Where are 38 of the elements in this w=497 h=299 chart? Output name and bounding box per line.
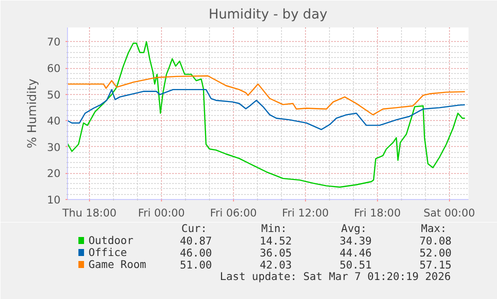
text: 57.15 [419,258,452,272]
chart-title: Humidity - by day [208,8,328,22]
line-series [68,41,466,188]
x-tick-label: Fri 12:00 [282,206,329,220]
x-tick-label: Fri 06:00 [210,206,258,220]
y-tick-label: 30 [46,140,61,154]
x-tick-label: Fri 18:00 [354,206,401,220]
text: 36.05 [260,246,292,260]
text: 52.00 [419,246,452,260]
y-axis-title: % Humidity [24,78,39,148]
y-tick-label: 10 [46,194,61,206]
line-series [68,88,466,130]
x-tick-label: Sat 00:00 [424,206,476,220]
text: 44.46 [340,246,372,260]
text: 42.03 [260,258,292,272]
x-tick-label: Thu 18:00 [61,206,117,220]
legend-label: Outdoor [88,234,134,247]
y-tick-label: 50 [46,88,61,102]
y-tick-label: 20 [46,167,61,180]
legend-label: Game Room [88,258,146,271]
y-tick-label: 70 [46,36,61,49]
text: 40.87 [180,234,212,248]
y-tick-label: 40 [46,114,61,128]
text: Avg: [341,222,367,235]
text: 14.52 [260,234,292,248]
text: 51.00 [180,258,212,272]
text: Last update: Sat Mar 7 01:20:19 2026 [220,270,451,283]
legend-label: Office [88,246,127,259]
y-tick-label: 60 [46,62,61,75]
text: 70.08 [419,234,452,248]
x-tick-label: Fri 00:00 [138,206,186,220]
text: Cur: [181,222,208,235]
line-series [68,75,466,116]
text: 50.51 [340,258,372,272]
text: Min: [261,222,287,235]
text: Max: [421,222,447,235]
text: 34.39 [340,234,372,248]
text: 46.00 [180,246,212,260]
